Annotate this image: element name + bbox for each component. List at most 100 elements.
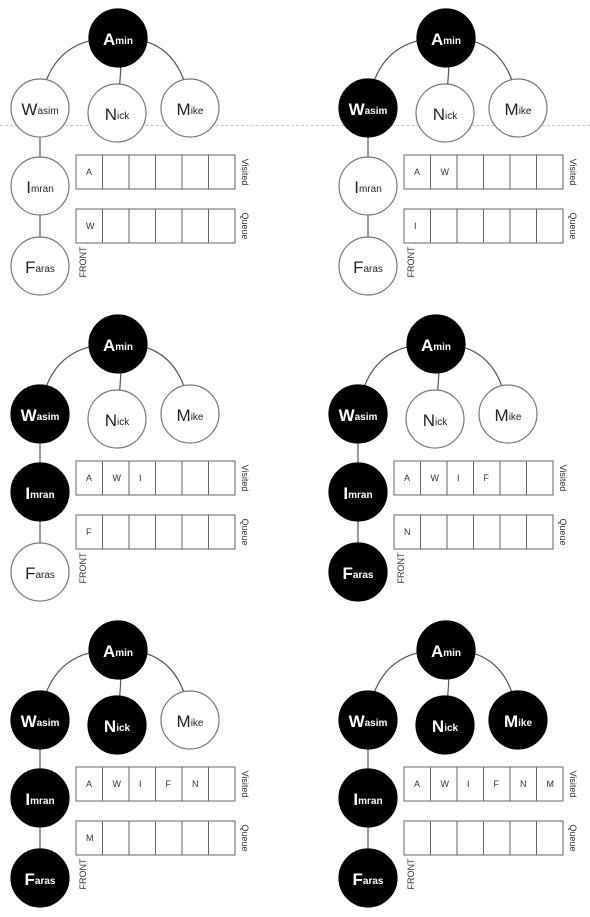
- node-circle: [88, 314, 148, 374]
- node-circle: [415, 695, 475, 755]
- node-rest: min: [115, 648, 133, 659]
- node-label: Imran: [26, 178, 54, 197]
- node-rest: asim: [37, 106, 58, 117]
- node-M: Mike: [478, 384, 538, 444]
- node-initial: N: [105, 105, 117, 124]
- queue-array: N: [393, 514, 554, 550]
- node-F: Faras: [10, 236, 70, 296]
- node-label: Amin: [431, 30, 461, 49]
- visited-cell: [155, 154, 183, 190]
- node-label: Wasim: [339, 406, 378, 425]
- node-rest: ick: [117, 417, 130, 428]
- node-label: Nick: [105, 411, 131, 430]
- node-initial: I: [343, 484, 348, 503]
- node-N: Nick: [415, 83, 475, 143]
- visited-cell: [128, 766, 156, 802]
- node-label: Wasim: [21, 100, 58, 119]
- node-rest: min: [433, 342, 451, 353]
- visited-cell: [509, 154, 537, 190]
- node-circle: [338, 78, 398, 138]
- node-initial: W: [21, 712, 38, 731]
- node-W: Wasim: [338, 78, 398, 138]
- node-circle: [10, 384, 70, 444]
- node-label: Imran: [354, 178, 382, 197]
- visited-cell: [208, 460, 236, 496]
- queue-cell-value: N: [404, 527, 411, 537]
- visited-cell-value: A: [86, 167, 92, 177]
- visited-cell-value: F: [166, 779, 172, 789]
- node-label: Faras: [343, 564, 374, 583]
- node-circle: [10, 236, 70, 296]
- visited-cell: [155, 460, 183, 496]
- visited-cell: [181, 154, 209, 190]
- node-W: Wasim: [10, 78, 70, 138]
- visited-cell-value: I: [467, 779, 470, 789]
- node-initial: M: [177, 100, 191, 119]
- visited-cell-value: W: [113, 779, 122, 789]
- visited-cell: [483, 154, 511, 190]
- node-circle: [10, 848, 70, 908]
- queue-cell: [208, 820, 236, 856]
- node-label: Nick: [433, 105, 459, 124]
- node-label: Faras: [25, 564, 55, 583]
- node-circle: [478, 384, 538, 444]
- visited-cell-value: I: [457, 473, 460, 483]
- node-N: Nick: [87, 389, 147, 449]
- node-M: Mike: [160, 384, 220, 444]
- visited-label: Visited: [240, 465, 250, 492]
- node-rest: asim: [355, 412, 378, 423]
- queue-cell: [456, 820, 484, 856]
- node-initial: A: [103, 336, 115, 355]
- queue-cell: [483, 820, 511, 856]
- node-rest: mran: [348, 490, 372, 501]
- queue-cell: [446, 514, 474, 550]
- node-label: Imran: [25, 790, 54, 809]
- visited-cell: [75, 154, 103, 190]
- node-circle: [87, 389, 147, 449]
- node-rest: ike: [519, 106, 532, 117]
- node-circle: [88, 8, 148, 68]
- node-label: Imran: [25, 484, 54, 503]
- node-circle: [416, 620, 476, 680]
- node-N: Nick: [87, 83, 147, 143]
- node-rest: aras: [353, 570, 374, 581]
- node-rest: mran: [359, 184, 382, 195]
- visited-cell-value: W: [431, 473, 440, 483]
- node-rest: ick: [445, 111, 458, 122]
- visited-cell: [75, 460, 103, 496]
- queue-cell: [526, 514, 554, 550]
- queue-cell: [75, 820, 103, 856]
- node-I: Imran: [338, 156, 398, 216]
- queue-cell: [181, 514, 209, 550]
- node-label: Mike: [505, 100, 532, 119]
- node-rest: ick: [444, 723, 458, 734]
- visited-cell-value: A: [414, 167, 420, 177]
- node-I: Imran: [338, 768, 398, 828]
- queue-cell-value: W: [86, 221, 95, 231]
- node-label: Imran: [343, 484, 372, 503]
- visited-cell-value: W: [113, 473, 122, 483]
- front-label: FRONT: [78, 552, 88, 583]
- node-circle: [88, 620, 148, 680]
- node-initial: A: [103, 642, 115, 661]
- node-initial: I: [26, 178, 31, 197]
- queue-cell: [499, 514, 527, 550]
- node-rest: asim: [365, 718, 388, 729]
- queue-cell: [483, 208, 511, 244]
- node-M: Mike: [488, 78, 548, 138]
- node-initial: M: [177, 406, 191, 425]
- visited-cell: [128, 154, 156, 190]
- node-circle: [415, 83, 475, 143]
- node-label: Faras: [25, 870, 56, 889]
- visited-cell: [208, 154, 236, 190]
- node-rest: ike: [191, 106, 204, 117]
- node-initial: W: [339, 406, 356, 425]
- node-initial: F: [25, 870, 35, 889]
- node-A: Amin: [88, 620, 148, 680]
- visited-cell-value: I: [139, 473, 142, 483]
- step-panel-4: Amin Wasim Nick Mike Imran Faras A W I F N Visited Q…: [318, 306, 590, 611]
- node-label: Amin: [103, 336, 133, 355]
- node-initial: A: [421, 336, 433, 355]
- node-A: Amin: [406, 314, 466, 374]
